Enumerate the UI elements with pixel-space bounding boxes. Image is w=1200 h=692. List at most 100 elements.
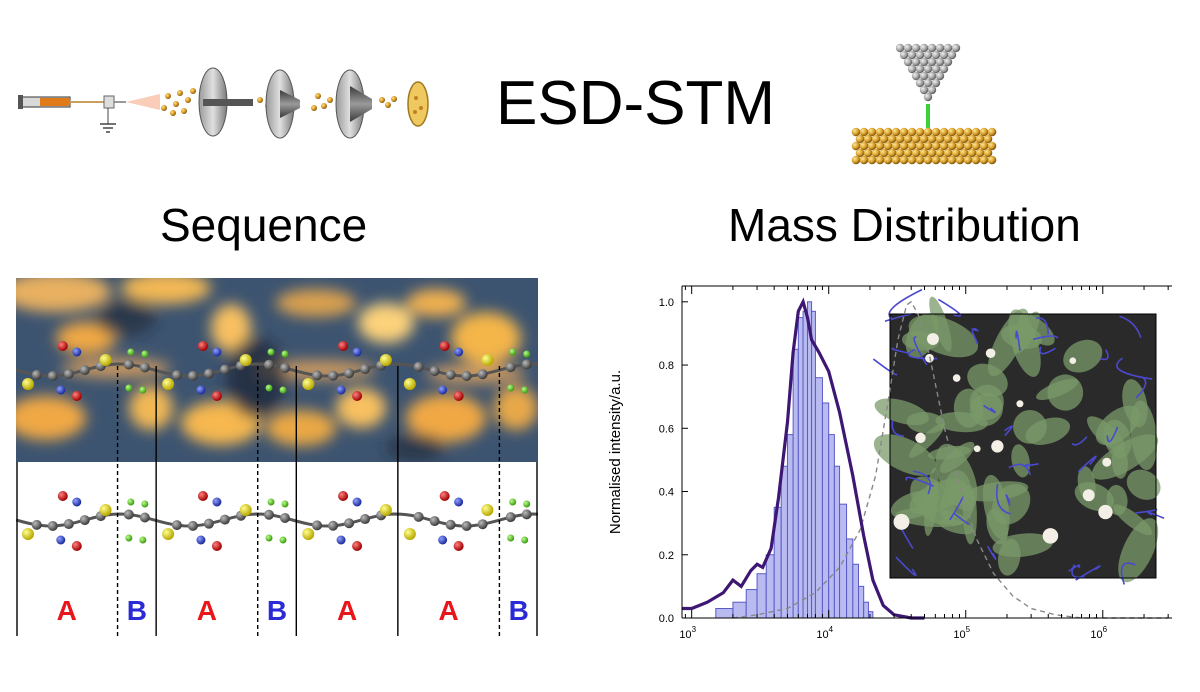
histogram-bar bbox=[828, 434, 835, 619]
sulfur-atom bbox=[481, 504, 494, 516]
chart-axes bbox=[681, 285, 1172, 619]
carbon-atom bbox=[413, 511, 424, 522]
polymer-cluster bbox=[910, 476, 956, 525]
histogram-bar bbox=[863, 601, 869, 619]
histogram-bar bbox=[858, 585, 865, 619]
carbon-atom bbox=[521, 509, 532, 520]
segment-label-b: B bbox=[127, 595, 147, 626]
fluorine-atom bbox=[267, 498, 275, 506]
surface-atom bbox=[851, 155, 861, 165]
carbon-atom bbox=[203, 518, 214, 529]
bright-spot bbox=[915, 432, 926, 444]
polymer-strand bbox=[895, 556, 917, 577]
surface-atom bbox=[871, 148, 881, 158]
bright-spot bbox=[952, 374, 961, 382]
histogram-bar bbox=[792, 348, 799, 619]
carbon-atom bbox=[123, 509, 134, 520]
carbon-atom bbox=[264, 509, 274, 520]
tip-atom bbox=[895, 43, 905, 53]
histogram-bar bbox=[756, 573, 767, 619]
main-title: ESD-STM bbox=[496, 69, 775, 138]
surface-atom bbox=[883, 155, 893, 165]
surface-atom bbox=[867, 155, 877, 165]
surface-atom bbox=[867, 141, 877, 151]
mass-distribution-title: Mass Distribution bbox=[728, 199, 1081, 251]
polymer-strand bbox=[983, 404, 997, 414]
carbon-atom bbox=[413, 361, 424, 372]
tip-atom bbox=[931, 64, 941, 74]
nitrogen-atom bbox=[336, 385, 346, 395]
polymer-strand bbox=[953, 512, 970, 526]
surface-atom bbox=[863, 148, 873, 158]
polymer-strand bbox=[971, 330, 979, 345]
histogram-bar bbox=[814, 377, 823, 619]
carbon-atom bbox=[79, 365, 90, 376]
segment-label-a: A bbox=[197, 595, 217, 626]
surface-atom bbox=[915, 155, 925, 165]
tip-atom bbox=[947, 50, 957, 60]
tip-atom bbox=[907, 64, 917, 74]
oxygen-atom bbox=[211, 391, 222, 401]
carbon-atom bbox=[63, 519, 74, 530]
surface-atom bbox=[955, 141, 965, 151]
bright-spot bbox=[1069, 357, 1077, 365]
surface-atom bbox=[971, 141, 981, 151]
carbon-atom bbox=[63, 369, 74, 380]
carbon-atom bbox=[47, 520, 58, 531]
polymer-strand bbox=[1135, 376, 1147, 399]
x-tick-label: 103 bbox=[679, 625, 696, 641]
surface-atom bbox=[987, 141, 997, 151]
histogram-bar bbox=[797, 317, 804, 619]
carbon-atom bbox=[328, 370, 339, 381]
tip-atom bbox=[919, 43, 929, 53]
surface-atom bbox=[963, 127, 973, 137]
polymer-strand bbox=[1039, 346, 1056, 355]
surface-atom bbox=[923, 127, 933, 137]
histogram-bar bbox=[821, 402, 830, 619]
surface-atom bbox=[891, 127, 901, 137]
surface-atom bbox=[967, 148, 977, 158]
polymer-strand bbox=[912, 470, 932, 495]
polymer-strand bbox=[1008, 463, 1032, 476]
y-tick-label: 0.4 bbox=[659, 487, 674, 499]
oxygen-atom bbox=[57, 491, 68, 501]
surface-atom bbox=[943, 134, 953, 144]
oxygen-atom bbox=[352, 391, 363, 401]
surface-atom bbox=[875, 141, 885, 151]
bright-spot bbox=[1082, 489, 1095, 502]
nitrogen-atom bbox=[196, 535, 206, 545]
ground-icon bbox=[100, 108, 116, 133]
histogram-bar bbox=[806, 301, 813, 619]
x-tick-exponent: 3 bbox=[692, 625, 697, 634]
carbon-atom bbox=[461, 520, 472, 531]
surface-atom bbox=[895, 148, 905, 158]
carbon-atom bbox=[461, 370, 472, 381]
carbon-atom bbox=[264, 359, 274, 370]
surface-atom bbox=[967, 134, 977, 144]
segment-dividers bbox=[16, 366, 538, 636]
sulfur-atom bbox=[379, 354, 392, 366]
surface-atom bbox=[899, 141, 909, 151]
sulfur-atom bbox=[379, 504, 392, 516]
fluorine-atom bbox=[507, 534, 515, 542]
fluorine-atom bbox=[523, 350, 531, 358]
surface-atom bbox=[931, 155, 941, 165]
surface-atom bbox=[875, 155, 885, 165]
tip-atom bbox=[923, 92, 933, 102]
tip-atom bbox=[923, 50, 933, 60]
surface-atom bbox=[939, 141, 949, 151]
stm-tip-illustration bbox=[851, 43, 997, 165]
bright-spot bbox=[927, 333, 939, 345]
histogram-bar bbox=[867, 611, 874, 619]
tip-atom bbox=[935, 57, 945, 67]
tip-atom bbox=[935, 43, 945, 53]
polymer-strand bbox=[971, 328, 979, 332]
nitrogen-atom bbox=[56, 385, 66, 395]
surface-atom bbox=[923, 141, 933, 151]
polymer-cluster bbox=[992, 533, 1053, 558]
surface-atom bbox=[979, 141, 989, 151]
surface-atom bbox=[943, 148, 953, 158]
nitrogen-atom bbox=[438, 535, 448, 545]
carbon-atom bbox=[505, 362, 516, 373]
surface-atom bbox=[963, 155, 973, 165]
